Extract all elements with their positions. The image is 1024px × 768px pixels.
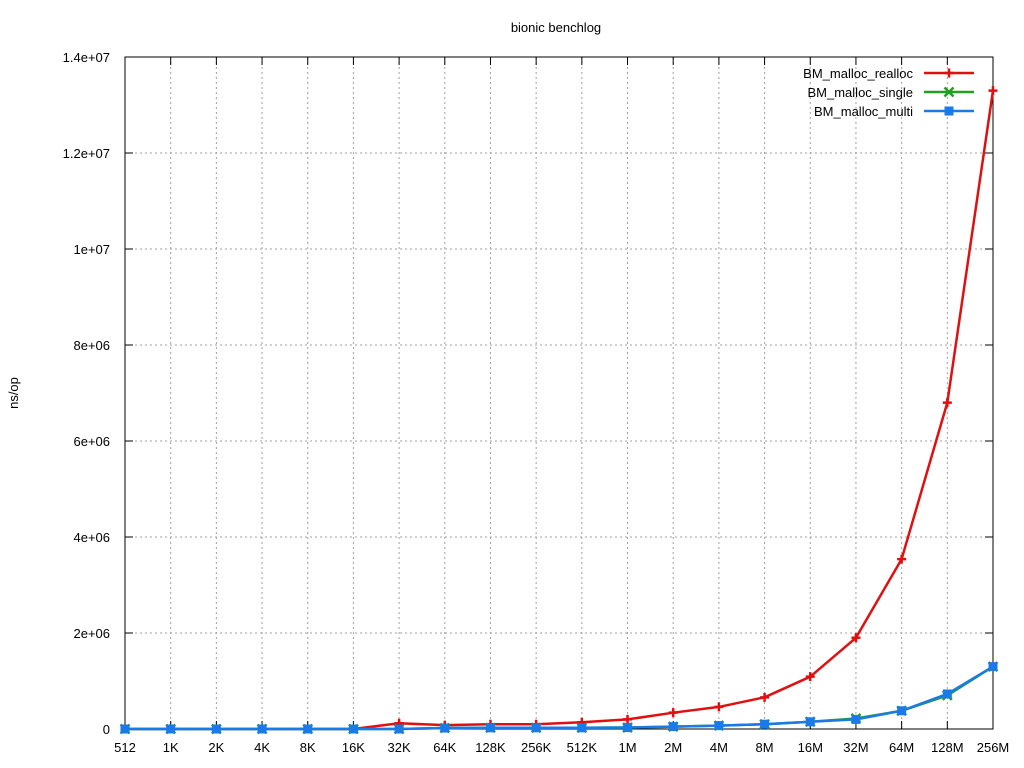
data-point (668, 708, 678, 718)
data-point (714, 721, 724, 731)
data-point (120, 724, 130, 734)
y-tick-label: 4e+06 (73, 530, 110, 545)
series-BM_malloc_realloc (120, 86, 998, 734)
x-tick-label: 32M (843, 740, 868, 755)
data-point (257, 724, 267, 734)
data-point (897, 554, 907, 564)
x-tick-label: 8K (300, 740, 316, 755)
data-point (988, 662, 998, 672)
data-series (119, 86, 999, 735)
data-point (805, 672, 815, 682)
data-point (943, 86, 955, 98)
x-tick-label: 1M (618, 740, 636, 755)
legend: BM_malloc_realloc BM_malloc_single BM_mall… (803, 66, 974, 119)
series-line (125, 665, 994, 731)
data-point (944, 106, 954, 116)
legend-entry: BM_malloc_single (808, 85, 974, 100)
y-tick-label: 1.4e+07 (63, 50, 110, 65)
chart-title: bionic benchlog (511, 20, 601, 35)
data-point (577, 723, 587, 733)
data-point (623, 714, 633, 724)
y-tick-label: 0 (103, 722, 110, 737)
legend-label: BM_malloc_realloc (803, 66, 913, 81)
legend-label: BM_malloc_single (808, 85, 914, 100)
series-line (125, 665, 994, 731)
x-tick-label: 16M (798, 740, 823, 755)
y-tick-label: 8e+06 (73, 338, 110, 353)
y-tick-label: 1.2e+07 (63, 146, 110, 161)
data-point (623, 723, 633, 733)
x-tick-label: 8M (756, 740, 774, 755)
x-tick-label: 512 (114, 740, 136, 755)
data-point (440, 723, 450, 733)
legend-entry: BM_malloc_realloc (803, 66, 974, 81)
x-tick-label: 256K (521, 740, 552, 755)
data-point (760, 692, 770, 702)
x-tick-label: 64K (433, 740, 456, 755)
data-point (668, 722, 678, 732)
y-tick-label: 1e+07 (73, 242, 110, 257)
data-point (531, 723, 541, 733)
data-point (348, 724, 358, 734)
x-tick-label: 256M (977, 740, 1010, 755)
x-tick-label: 2K (208, 740, 224, 755)
axes: 0 2e+06 4e+06 6e+06 8e+06 1e+07 1.2e+07 1.4e+07… (63, 50, 1010, 755)
y-tick-label: 2e+06 (73, 626, 110, 641)
data-point (942, 689, 952, 699)
x-tick-label: 32K (388, 740, 411, 755)
x-tick-label: 4M (710, 740, 728, 755)
x-tick-label: 1K (163, 740, 179, 755)
y-axis-label: ns/op (6, 377, 21, 409)
x-tick-label: 512K (567, 740, 598, 755)
data-point (851, 714, 861, 724)
y-tick-label: 6e+06 (73, 434, 110, 449)
data-point (714, 702, 724, 712)
x-tick-label: 4K (254, 740, 270, 755)
data-point (303, 724, 313, 734)
x-tick-label: 16K (342, 740, 365, 755)
data-point (897, 706, 907, 716)
grid-lines (125, 57, 993, 729)
data-point (211, 724, 221, 734)
data-point (166, 724, 176, 734)
data-point (988, 86, 998, 96)
legend-entry: BM_malloc_multi (814, 104, 974, 119)
x-tick-label: 64M (889, 740, 914, 755)
data-point (851, 633, 861, 643)
data-point (942, 398, 952, 408)
x-tick-label: 128K (475, 740, 506, 755)
legend-label: BM_malloc_multi (814, 104, 913, 119)
data-point (394, 724, 404, 734)
x-tick-label: 2M (664, 740, 682, 755)
data-point (944, 68, 954, 78)
data-point (760, 719, 770, 729)
data-point (485, 723, 495, 733)
series-BM_malloc_multi (120, 662, 998, 734)
data-point (805, 717, 815, 727)
x-tick-label: 128M (931, 740, 964, 755)
